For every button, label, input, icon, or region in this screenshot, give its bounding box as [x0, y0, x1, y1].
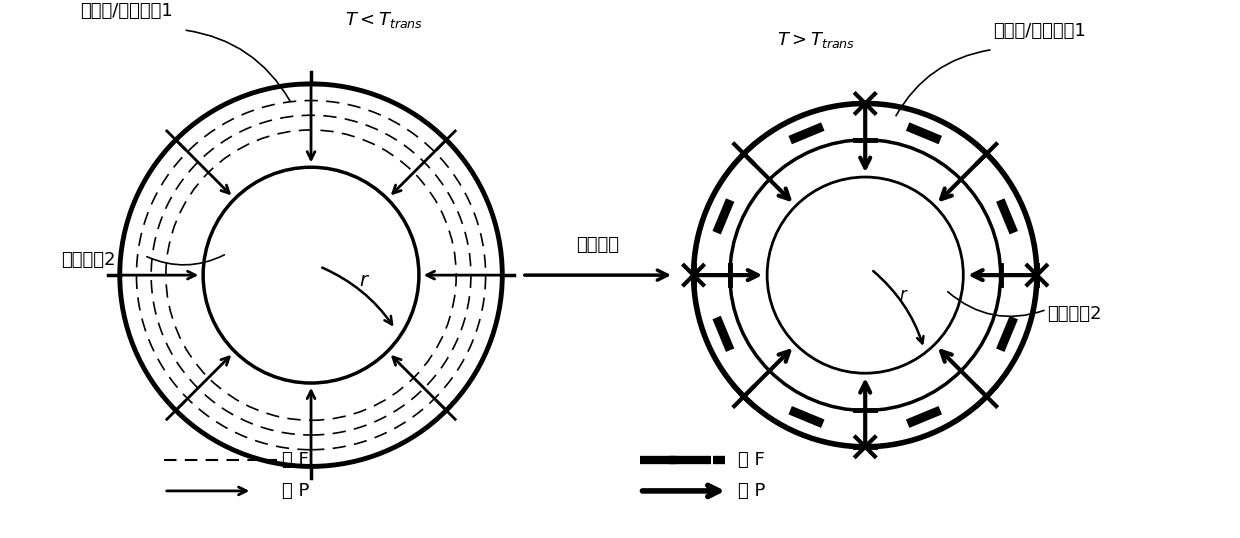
- Text: 小 P: 小 P: [281, 482, 309, 500]
- Text: 压缩襄/压缩绹幦1: 压缩襄/压缩绹幦1: [993, 22, 1085, 40]
- Text: r: r: [358, 271, 367, 290]
- Text: 大 P: 大 P: [738, 482, 765, 500]
- Text: $T<T_{trans}$: $T<T_{trans}$: [346, 10, 424, 30]
- Text: 压缩襄/压缩绹幦1: 压缩襄/压缩绹幦1: [81, 2, 174, 20]
- Text: 受损肢体2: 受损肢体2: [1047, 306, 1101, 323]
- Text: 小 F: 小 F: [281, 450, 309, 469]
- Text: 大 F: 大 F: [738, 450, 764, 469]
- Text: 升高温度: 升高温度: [577, 236, 620, 253]
- Text: 受损肢体2: 受损肢体2: [61, 251, 115, 270]
- Text: r: r: [899, 286, 906, 304]
- Text: $T>T_{trans}$: $T>T_{trans}$: [777, 30, 856, 49]
